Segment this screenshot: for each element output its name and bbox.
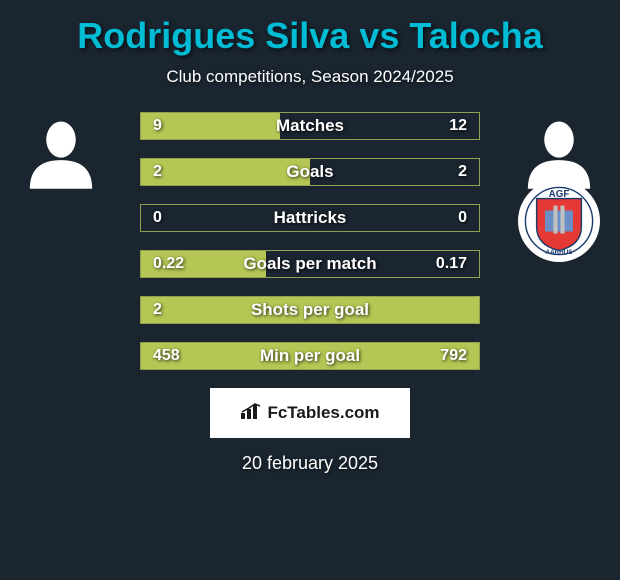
- stat-label: Goals: [286, 162, 333, 182]
- stats-container: 9 Matches 12 2 Goals 2 0 Hattricks 0 0.2…: [140, 112, 480, 370]
- agf-badge-icon: AGF AARHUS: [524, 186, 594, 256]
- stat-label: Shots per goal: [251, 300, 369, 320]
- stat-value-left: 0: [153, 209, 162, 227]
- stat-value-left: 2: [153, 301, 162, 319]
- stat-row-min-per-goal: 458 Min per goal 792: [140, 342, 480, 370]
- stat-value-right: 0: [458, 209, 467, 227]
- stat-label: Hattricks: [274, 208, 347, 228]
- stat-row-shots-per-goal: 2 Shots per goal: [140, 296, 480, 324]
- stat-label: Min per goal: [260, 346, 360, 366]
- chart-icon: [240, 402, 262, 425]
- player-left-avatar: [20, 115, 102, 197]
- stat-value-right: 2: [458, 163, 467, 181]
- stat-value-left: 458: [153, 347, 180, 365]
- stat-row-hattricks: 0 Hattricks 0: [140, 204, 480, 232]
- stat-label: Goals per match: [243, 254, 376, 274]
- stat-value-left: 2: [153, 163, 162, 181]
- stat-value-left: 9: [153, 117, 162, 135]
- stat-value-right: 792: [440, 347, 467, 365]
- player-silhouette-icon: [20, 115, 102, 197]
- logo-text: FcTables.com: [267, 403, 379, 423]
- stat-value-left: 0.22: [153, 255, 184, 273]
- page-title: Rodrigues Silva vs Talocha: [10, 15, 610, 57]
- stat-row-goals: 2 Goals 2: [140, 158, 480, 186]
- subtitle: Club competitions, Season 2024/2025: [10, 67, 610, 87]
- stat-row-matches: 9 Matches 12: [140, 112, 480, 140]
- fctables-logo: FcTables.com: [210, 388, 410, 438]
- club-badge-right: AGF AARHUS: [518, 180, 600, 262]
- date-text: 20 february 2025: [10, 453, 610, 474]
- svg-text:AGF: AGF: [549, 189, 570, 200]
- stat-label: Matches: [276, 116, 344, 136]
- svg-text:AARHUS: AARHUS: [546, 249, 573, 256]
- stat-value-right: 12: [449, 117, 467, 135]
- stat-value-right: 0.17: [436, 255, 467, 273]
- stat-row-goals-per-match: 0.22 Goals per match 0.17: [140, 250, 480, 278]
- stat-fill: [141, 159, 310, 185]
